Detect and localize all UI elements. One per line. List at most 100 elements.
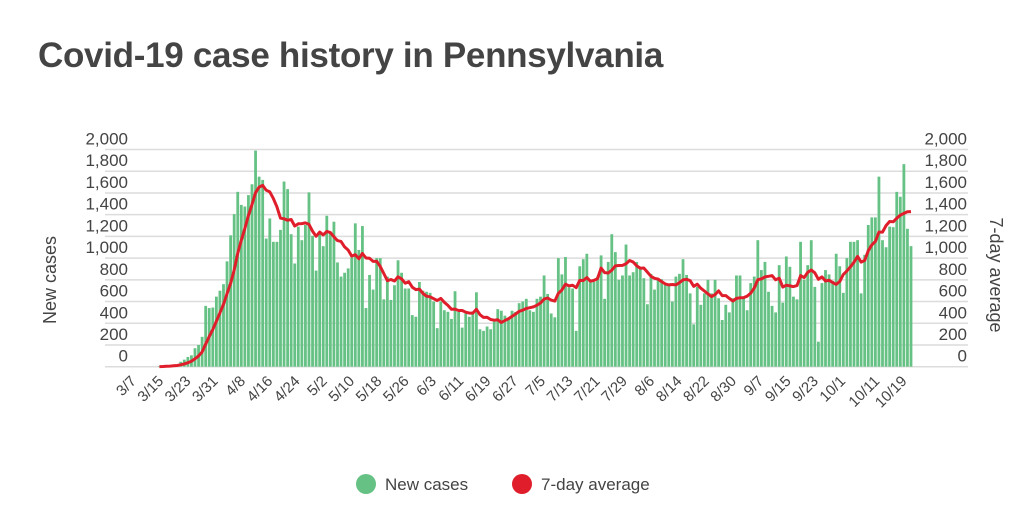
- y-tick-label-left: 1,800: [85, 151, 128, 170]
- bar-new-cases: [236, 191, 240, 367]
- bar-new-cases: [667, 284, 671, 367]
- bar-new-cases: [820, 283, 824, 367]
- bar-new-cases: [624, 244, 628, 367]
- bar-new-cases: [517, 303, 521, 367]
- bar-new-cases: [870, 217, 874, 367]
- bar-new-cases: [453, 291, 457, 367]
- bar-new-cases: [450, 318, 453, 367]
- bar-new-cases: [225, 261, 229, 367]
- bar-new-cases: [831, 280, 835, 367]
- bar-new-cases: [877, 176, 881, 367]
- y-tick-label-right: 800: [939, 260, 967, 279]
- bar-new-cases: [824, 270, 827, 367]
- bar-new-cases: [881, 240, 884, 367]
- bar-new-cases: [460, 327, 464, 367]
- bar-new-cases: [343, 272, 347, 367]
- bar-new-cases: [752, 276, 756, 367]
- bar-new-cases: [364, 308, 368, 367]
- bar-new-cases: [243, 206, 247, 367]
- bar-new-cases: [321, 246, 325, 367]
- bar-new-cases: [564, 257, 567, 367]
- bar-new-cases: [222, 284, 225, 367]
- legend-item-new-cases[interactable]: New cases: [356, 474, 468, 494]
- bar-new-cases: [442, 310, 446, 367]
- bar-new-cases: [503, 315, 507, 367]
- bar-new-cases: [275, 241, 279, 367]
- bar-new-cases: [806, 265, 810, 367]
- bar-new-cases: [250, 184, 254, 367]
- bar-new-cases: [845, 258, 849, 367]
- bar-new-cases: [888, 226, 892, 367]
- bar-new-cases: [496, 309, 500, 367]
- bar-new-cases: [642, 278, 646, 367]
- bar-new-cases: [873, 217, 877, 367]
- bar-new-cases: [389, 299, 393, 367]
- bar-new-cases: [866, 224, 870, 367]
- x-tick-label: 3/15: [134, 373, 167, 406]
- bar-new-cases: [339, 276, 343, 367]
- bar-new-cases: [596, 276, 599, 367]
- bar-new-cases: [895, 191, 899, 367]
- x-tick-label: 7/29: [598, 373, 631, 406]
- bar-new-cases: [239, 204, 243, 367]
- bar-new-cases: [279, 229, 282, 367]
- bar-new-cases: [674, 276, 678, 367]
- bar-new-cases: [318, 234, 322, 367]
- y-axis-title-right: 7-day average: [986, 217, 1006, 332]
- bar-new-cases: [304, 224, 307, 367]
- bar-new-cases: [799, 241, 802, 367]
- bar-new-cases: [471, 311, 475, 367]
- bar-new-cases: [425, 291, 428, 367]
- bar-new-cases: [311, 235, 314, 367]
- bar-new-cases: [524, 298, 528, 367]
- bar-new-cases: [478, 329, 482, 367]
- x-tick-label: 9/15: [762, 373, 795, 406]
- bar-new-cases: [571, 288, 574, 367]
- x-axis-ticks: 3/73/153/233/31 4/84/164/24 5/25/105/185/2…: [113, 373, 910, 412]
- bar-new-cases: [706, 279, 710, 367]
- y-tick-label-left: 600: [100, 282, 128, 301]
- bar-new-cases: [731, 298, 735, 367]
- bar-new-cases: [268, 218, 272, 367]
- bar-new-cases: [792, 296, 795, 367]
- bar-new-cases: [649, 273, 653, 367]
- bar-new-cases: [232, 214, 236, 367]
- y-tick-label-right: 1,400: [924, 195, 967, 214]
- bar-new-cases: [549, 313, 553, 367]
- y-tick-label-left: 1,600: [85, 173, 128, 192]
- y-tick-label-left: 2,000: [85, 130, 128, 149]
- bar-new-cases: [211, 307, 215, 367]
- x-tick-label: 10/19: [872, 373, 911, 412]
- bar-new-cases: [514, 311, 517, 367]
- bars-new-cases: [157, 150, 913, 367]
- bar-new-cases: [656, 278, 660, 367]
- x-tick-label: 7/21: [571, 373, 604, 406]
- bar-new-cases: [717, 298, 721, 367]
- bar-new-cases: [314, 270, 318, 367]
- y-tick-label-right: 200: [939, 325, 967, 344]
- bar-new-cases: [834, 253, 838, 367]
- bar-new-cases: [767, 291, 770, 367]
- bar-new-cases: [403, 288, 407, 367]
- bar-new-cases: [328, 233, 332, 367]
- legend-item-7-day-average[interactable]: 7-day average: [512, 474, 650, 494]
- bar-new-cases: [361, 226, 364, 367]
- bar-new-cases: [606, 261, 610, 367]
- x-tick-label: 5/10: [325, 373, 358, 406]
- y-tick-label-right: 1,600: [924, 173, 967, 192]
- bar-new-cases: [546, 293, 550, 367]
- bar-new-cases: [645, 304, 649, 367]
- bar-new-cases: [603, 298, 607, 367]
- bar-new-cases: [617, 279, 621, 367]
- bar-new-cases: [556, 258, 560, 367]
- bar-new-cases: [382, 299, 386, 367]
- x-tick-label: 5/18: [353, 373, 386, 406]
- bar-new-cases: [902, 164, 906, 367]
- bar-new-cases: [410, 315, 414, 367]
- x-tick-label: 4/24: [271, 373, 304, 406]
- x-tick-label: 3/23: [162, 373, 195, 406]
- y-tick-label-left: 800: [100, 260, 128, 279]
- legend-swatch-new-cases: [356, 474, 376, 494]
- line-7-day-average: [159, 183, 912, 369]
- bar-new-cases: [685, 274, 688, 367]
